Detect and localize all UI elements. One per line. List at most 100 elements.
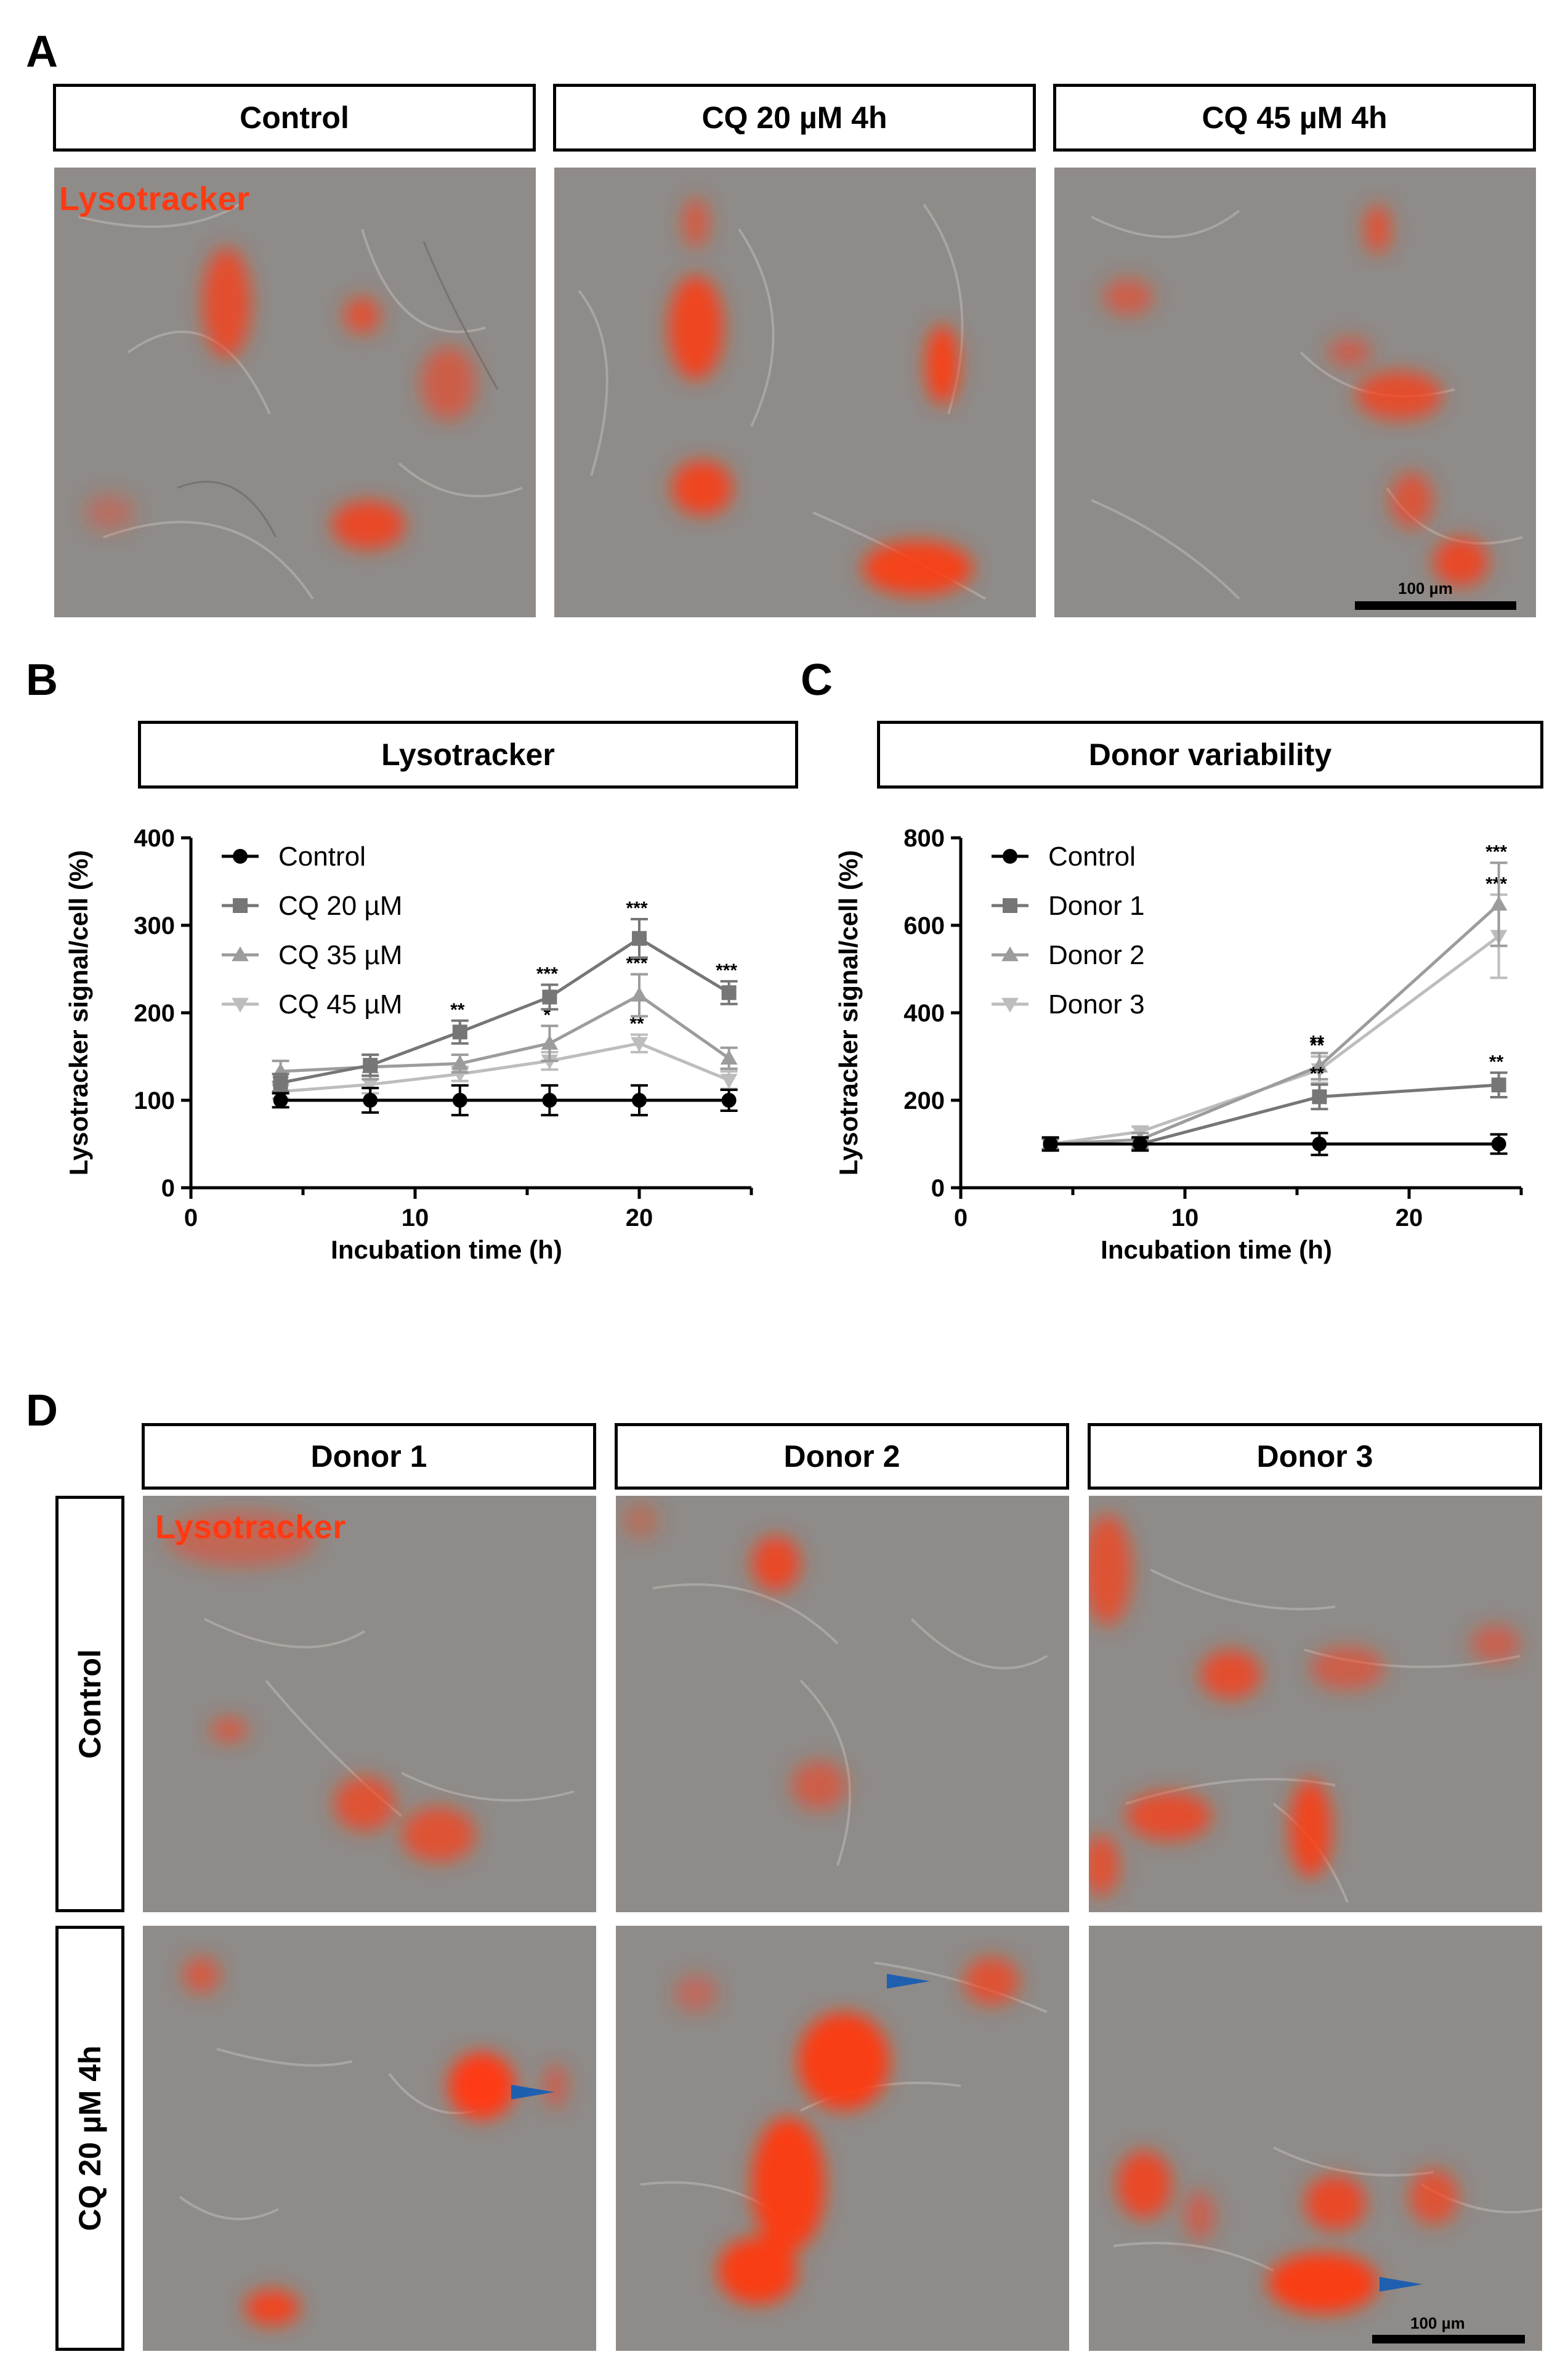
chart-c-series-0 bbox=[1041, 1132, 1508, 1156]
chart-b-legend-marker bbox=[232, 997, 249, 1013]
chart-b-significance-label: *** bbox=[716, 960, 737, 981]
micrograph-donor3-control bbox=[1089, 1496, 1542, 1912]
micrograph-donor1-control bbox=[143, 1496, 596, 1912]
chart-b-data-point bbox=[542, 989, 557, 1005]
chart-c-x-tick-label: 10 bbox=[1171, 1204, 1199, 1231]
panel-letter-b: B bbox=[26, 655, 58, 705]
chart-b-data-point bbox=[363, 1058, 378, 1073]
chart-c-data-point bbox=[1133, 1137, 1148, 1151]
column-label-donor-2: Donor 2 bbox=[615, 1423, 1069, 1490]
chart-c-significance-label: ** bbox=[1310, 1032, 1325, 1052]
stain-label-d: Lysotracker bbox=[155, 1509, 346, 1546]
chart-donor-variability: 0 200 400 600 800 0 10 20 Incubation time (h) Lys… bbox=[834, 825, 1523, 1264]
chart-c-significance-label: *** bbox=[1485, 874, 1507, 894]
chart-c-data-point bbox=[1043, 1137, 1058, 1151]
chart-b-y-tick-label: 100 bbox=[134, 1087, 175, 1114]
chart-b-series-3: ** bbox=[272, 1014, 738, 1100]
chart-b-series-line bbox=[280, 1042, 730, 1093]
chart-b-series-1: *********** bbox=[272, 898, 738, 1093]
chart-c-significance-label: ** bbox=[1489, 1052, 1504, 1072]
chart-b-series-line bbox=[280, 936, 730, 1085]
chart-b-data-point bbox=[631, 1037, 648, 1052]
column-label-donor-3: Donor 3 bbox=[1088, 1423, 1542, 1490]
chart-b-data-point bbox=[720, 1050, 738, 1065]
chart-c-legend-marker bbox=[1001, 997, 1019, 1013]
chart-c-x-tick-label: 0 bbox=[954, 1204, 968, 1231]
chart-c-y-axis-label: Lysotracker signal/cell (%) bbox=[834, 850, 863, 1175]
chart-b-data-point bbox=[273, 1075, 288, 1090]
chart-b-significance-label: *** bbox=[626, 898, 647, 919]
chart-c-legend-label: Donor 1 bbox=[1048, 891, 1145, 921]
scale-label-d: 100 µm bbox=[1410, 2314, 1465, 2332]
chart-b-data-point bbox=[362, 1078, 379, 1093]
scale-label-a: 100 µm bbox=[1398, 579, 1453, 598]
chart-b-significance-label: *** bbox=[626, 954, 647, 974]
micrograph-donor2-cq20 bbox=[616, 1926, 1069, 2351]
chart-b-data-point bbox=[451, 1055, 469, 1070]
chart-b-x-tick-label: 0 bbox=[184, 1204, 198, 1231]
chart-b-y-tick-label: 300 bbox=[134, 912, 175, 939]
chart-c-legend-label: Donor 2 bbox=[1048, 940, 1145, 970]
chart-b-y-tick-label: 200 bbox=[134, 1000, 175, 1027]
chart-b-significance-label: ** bbox=[450, 1000, 465, 1020]
chart-c-y-tick-label: 200 bbox=[903, 1087, 945, 1114]
chart-b-y-tick-label: 400 bbox=[134, 825, 175, 852]
chart-b-data-point bbox=[273, 1093, 288, 1108]
chart-lysotracker: 0 100 200 300 400 0 10 20 Incubation time (h) Lys… bbox=[64, 825, 753, 1264]
chart-b-legend-label: Control bbox=[278, 842, 366, 872]
row-label-cq20-text: CQ 20 µM 4h bbox=[73, 2045, 107, 2231]
chart-b-data-point bbox=[452, 1093, 467, 1108]
chart-c-legend-label: Donor 3 bbox=[1048, 989, 1145, 1020]
column-label-cq20: CQ 20 µM 4h bbox=[553, 84, 1036, 152]
chart-c-y-tick-label: 600 bbox=[903, 912, 945, 939]
column-label-control: Control bbox=[53, 84, 536, 152]
scale-bar-a bbox=[1355, 601, 1516, 610]
chart-b-x-axis-label: Incubation time (h) bbox=[331, 1235, 562, 1264]
panel-letter-a: A bbox=[26, 27, 58, 76]
chart-c-legend-label: Control bbox=[1048, 842, 1136, 872]
row-label-cq20: CQ 20 µM 4h bbox=[55, 1926, 124, 2351]
chart-c-legend-marker bbox=[1001, 946, 1019, 962]
chart-b-data-point bbox=[541, 1034, 559, 1050]
chart-b-y-tick-label: 0 bbox=[161, 1175, 175, 1202]
chart-b-y-axis-label: Lysotracker signal/cell (%) bbox=[64, 850, 93, 1175]
chart-b-data-point bbox=[632, 931, 647, 946]
scale-bar-d bbox=[1372, 2335, 1525, 2343]
chart-title-box-b: Lysotracker bbox=[138, 721, 798, 789]
chart-c-data-point bbox=[1311, 1057, 1328, 1073]
chart-b-legend-marker bbox=[233, 849, 248, 864]
chart-c-series-line bbox=[1050, 903, 1500, 1146]
chart-b-data-point bbox=[452, 1024, 467, 1040]
micrograph-cq20 bbox=[554, 168, 1036, 617]
chart-b-x-tick-label: 20 bbox=[626, 1204, 653, 1231]
chart-c-series-line bbox=[1050, 935, 1500, 1146]
chart-b-data-point bbox=[542, 1093, 557, 1108]
chart-c-significance-label: *** bbox=[1485, 842, 1507, 862]
chart-c-y-tick-label: 400 bbox=[903, 1000, 945, 1027]
panel-letter-d: D bbox=[26, 1386, 58, 1435]
chart-b-x-tick-label: 10 bbox=[402, 1204, 429, 1231]
chart-c-y-tick-label: 800 bbox=[903, 825, 945, 852]
chart-b-data-point bbox=[631, 986, 648, 1002]
chart-b-legend-marker bbox=[233, 898, 248, 913]
column-label-donor-1: Donor 1 bbox=[142, 1423, 596, 1490]
panel-letter-c: C bbox=[801, 655, 833, 705]
chart-c-data-point bbox=[1312, 1089, 1327, 1105]
chart-c-significance-label: ** bbox=[1310, 1063, 1325, 1084]
chart-c-data-point bbox=[1491, 1077, 1506, 1093]
row-label-control-text: Control bbox=[73, 1649, 107, 1759]
chart-b-series-0 bbox=[272, 1084, 738, 1117]
chart-b-legend-label: CQ 20 µM bbox=[278, 891, 402, 921]
chart-c-legend-marker bbox=[1003, 898, 1017, 913]
chart-c-significance-label: ** bbox=[1310, 1036, 1325, 1056]
micrograph-donor1-cq20 bbox=[143, 1926, 596, 2351]
chart-c-data-point bbox=[1312, 1137, 1327, 1151]
chart-c-data-point bbox=[1491, 1137, 1506, 1151]
chart-b-legend-label: CQ 45 µM bbox=[278, 989, 402, 1020]
micrograph-donor2-control bbox=[616, 1496, 1069, 1912]
chart-b-data-point bbox=[721, 1093, 737, 1108]
chart-b-significance-label: *** bbox=[536, 964, 558, 984]
micrograph-control bbox=[54, 168, 536, 617]
chart-b-legend-marker bbox=[232, 946, 249, 962]
column-label-cq45: CQ 45 µM 4h bbox=[1053, 84, 1536, 152]
